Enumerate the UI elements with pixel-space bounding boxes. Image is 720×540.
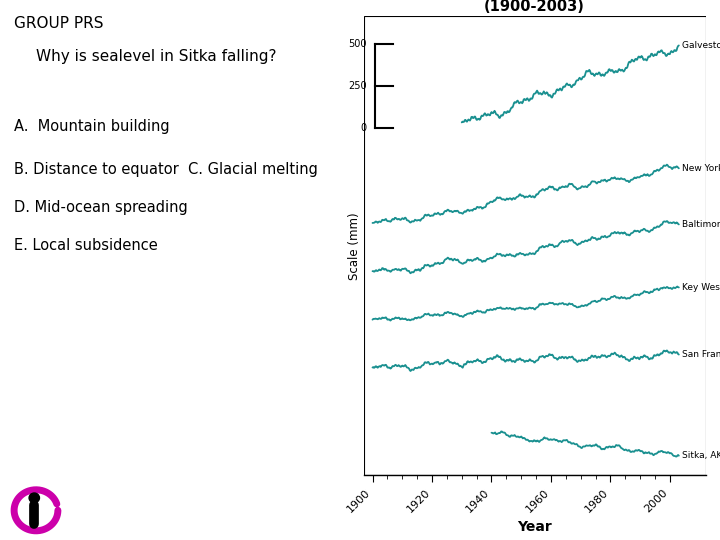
Text: GROUP PRS: GROUP PRS	[14, 16, 104, 31]
Text: B. Distance to equator  C. Glacial melting: B. Distance to equator C. Glacial meltin…	[14, 162, 318, 177]
Circle shape	[29, 493, 40, 503]
Text: Why is sealevel in Sitka falling?: Why is sealevel in Sitka falling?	[36, 49, 276, 64]
Text: D. Mid-ocean spreading: D. Mid-ocean spreading	[14, 200, 188, 215]
Text: 250: 250	[348, 81, 366, 91]
Text: E. Local subsidence: E. Local subsidence	[14, 238, 158, 253]
Text: A.  Mountain building: A. Mountain building	[14, 119, 170, 134]
X-axis label: Year: Year	[517, 519, 552, 534]
Text: 0: 0	[361, 123, 366, 133]
Text: Sitka, AK: Sitka, AK	[682, 451, 720, 460]
Text: Galveston, TX: Galveston, TX	[682, 41, 720, 50]
Text: Key West, FL: Key West, FL	[682, 283, 720, 292]
Text: Baltimore, MD: Baltimore, MD	[682, 220, 720, 229]
Text: 500: 500	[348, 39, 366, 50]
Title: U.S. Sea Level Trends
(1900-2003): U.S. Sea Level Trends (1900-2003)	[445, 0, 624, 14]
Text: New York, NY: New York, NY	[682, 164, 720, 173]
Y-axis label: Scale (mm): Scale (mm)	[348, 212, 361, 280]
Text: San Francisco, CA: San Francisco, CA	[682, 350, 720, 359]
Bar	[364, 16, 706, 475]
